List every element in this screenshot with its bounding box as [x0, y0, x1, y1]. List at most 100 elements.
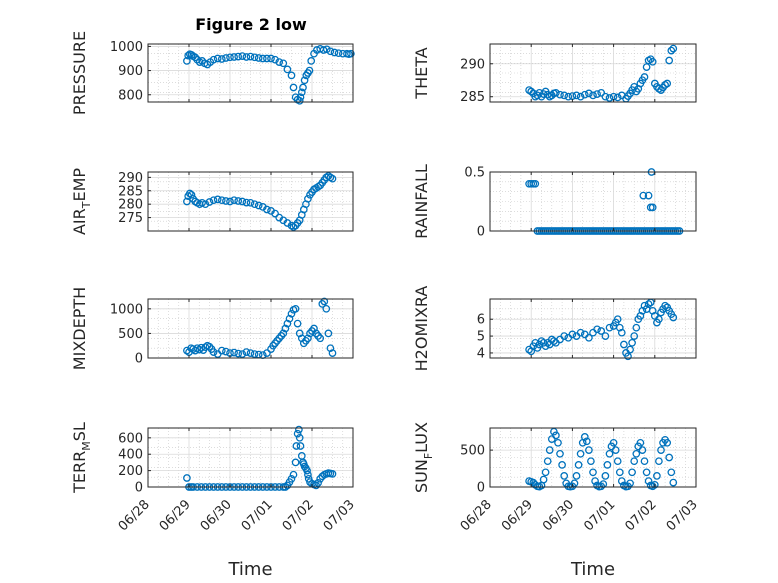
data-point: [560, 91, 569, 100]
data-point: [605, 449, 614, 458]
data-point: [642, 63, 651, 71]
data-point: [605, 94, 614, 102]
data-point: [545, 446, 554, 454]
data-point: [234, 349, 243, 358]
figure-title: Figure 2 low: [195, 15, 307, 34]
data-point: [648, 57, 657, 66]
data-point: [640, 457, 649, 466]
y-tick-label: 400: [118, 448, 143, 463]
data-point: [258, 54, 267, 63]
data-point: [556, 90, 564, 99]
y-tick-label: 500: [460, 444, 485, 459]
data-point: [580, 433, 589, 441]
data-point: [554, 438, 562, 447]
data-point: [320, 297, 329, 306]
ylabel-theta: THETA: [412, 47, 431, 99]
x-tick-label: 06/28: [116, 497, 153, 534]
data-point: [591, 477, 599, 485]
x-tick-label: 07/01: [239, 497, 276, 534]
y-tick-label: 0: [135, 352, 143, 367]
x-tick-label: 06/30: [540, 497, 577, 534]
data-point: [630, 332, 639, 340]
data-point: [328, 174, 337, 183]
panel-pressure: 800 900 1000 PRESSURE: [70, 31, 355, 115]
panel-sun-flux: 0 500 06/28 06/29 06/30 07/01 07/02 07/03 SUNFL…: [412, 422, 701, 580]
data-point: [560, 332, 569, 340]
data-point: [250, 53, 259, 62]
data-point: [527, 87, 536, 96]
data-point: [222, 197, 230, 205]
data-point: [234, 52, 243, 61]
data-point: [283, 65, 292, 74]
data-point: [297, 88, 306, 97]
data-point: [226, 53, 234, 62]
data-point: [230, 53, 238, 61]
data-point: [201, 200, 210, 209]
data-point: [217, 55, 226, 63]
ylabel-pressure: PRESSURE: [70, 31, 89, 115]
data-point: [250, 200, 259, 209]
data-point: [263, 205, 271, 214]
data-point: [222, 347, 230, 356]
ylabel-air-temp-main: AIR: [70, 208, 89, 235]
data-point: [287, 71, 296, 80]
ylabel-mixdepth: MIXDEPTH: [70, 287, 89, 370]
y-tick-label: 1000: [110, 40, 143, 55]
data-point: [585, 333, 593, 342]
data-point: [287, 474, 296, 483]
data-point: [213, 54, 222, 63]
data-point: [217, 196, 226, 205]
axes-frame: [489, 427, 697, 488]
data-point: [669, 478, 678, 487]
data-point: [632, 323, 641, 332]
data-point: [644, 191, 653, 200]
data-point: [328, 349, 337, 357]
data-point: [624, 352, 632, 361]
y-tick-label: 0.5: [464, 166, 485, 181]
data-point: [291, 458, 300, 467]
x-tick-label: 07/01: [581, 497, 618, 534]
xlabel-time-left: Time: [227, 559, 272, 580]
data-point: [307, 57, 316, 65]
data-point: [291, 304, 300, 313]
data-point: [209, 55, 218, 64]
data-point: [289, 470, 298, 479]
data-point: [183, 57, 191, 65]
data-point: [601, 472, 610, 480]
data-point: [611, 446, 620, 454]
y-tick-label: 5: [477, 330, 485, 345]
data-point: [617, 477, 626, 485]
ylabel-air-temp: AIRTEMP: [70, 168, 93, 235]
data-point: [295, 433, 304, 442]
y-tick-label: 285: [460, 90, 485, 105]
data-point: [328, 470, 337, 478]
x-tick-label: 06/29: [499, 497, 536, 534]
data-point: [263, 54, 271, 63]
data-point: [314, 479, 322, 487]
plot-area-rainfall: 00.5: [464, 166, 697, 240]
ylabel-sun-flux: SUNFLUX: [412, 422, 435, 493]
data-point: [242, 53, 251, 61]
y-tick-label: 1000: [110, 302, 143, 317]
data-point: [230, 196, 238, 205]
data-point: [597, 327, 606, 335]
y-tick-label: 280: [118, 198, 143, 213]
ylabel-terr-msl: TERRMSL: [70, 422, 93, 494]
data-point: [222, 54, 230, 62]
ylabel-terr-msl-sub: M: [80, 441, 93, 451]
data-point: [531, 179, 540, 188]
data-point: [213, 195, 222, 204]
data-point: [626, 479, 634, 488]
data-point: [626, 345, 634, 354]
data-point: [576, 449, 585, 458]
ylabel-sun-flux-sub: F: [422, 453, 435, 459]
data-point: [601, 92, 610, 101]
data-point: [287, 221, 296, 230]
data-point: [183, 474, 191, 482]
x-tick-label: 06/30: [198, 497, 235, 534]
data-point: [330, 48, 339, 57]
